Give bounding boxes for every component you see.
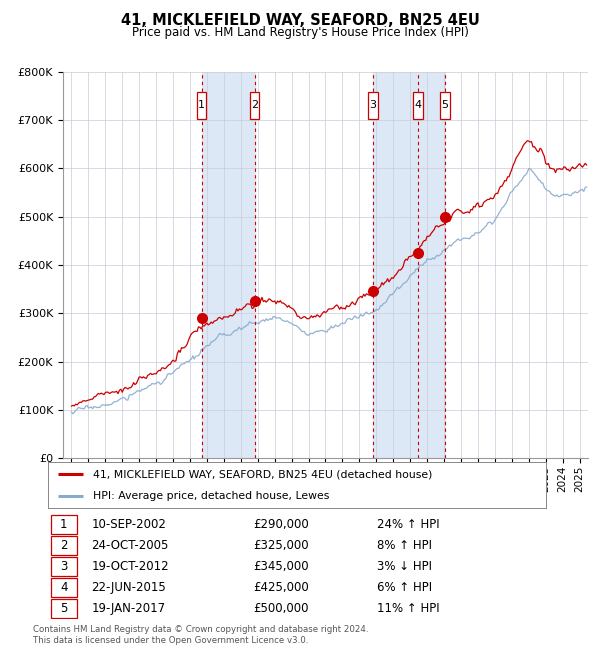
FancyBboxPatch shape (440, 92, 449, 119)
Bar (373, 72, 445, 458)
Text: £290,000: £290,000 (253, 517, 309, 530)
Text: 3% ↓ HPI: 3% ↓ HPI (377, 560, 433, 573)
Text: 2: 2 (251, 100, 258, 110)
FancyBboxPatch shape (50, 556, 77, 576)
Text: 8% ↑ HPI: 8% ↑ HPI (377, 539, 433, 552)
Text: 6% ↑ HPI: 6% ↑ HPI (377, 580, 433, 593)
Text: 11% ↑ HPI: 11% ↑ HPI (377, 602, 440, 615)
Bar (202, 72, 254, 458)
Text: £325,000: £325,000 (253, 539, 309, 552)
FancyBboxPatch shape (368, 92, 377, 119)
Text: 19-OCT-2012: 19-OCT-2012 (91, 560, 169, 573)
Text: £425,000: £425,000 (253, 580, 309, 593)
Text: £500,000: £500,000 (253, 602, 309, 615)
Text: 24% ↑ HPI: 24% ↑ HPI (377, 517, 440, 530)
Text: 4: 4 (60, 580, 67, 593)
Text: 1: 1 (198, 100, 205, 110)
FancyBboxPatch shape (250, 92, 259, 119)
FancyBboxPatch shape (50, 536, 77, 554)
Text: 24-OCT-2005: 24-OCT-2005 (91, 539, 169, 552)
Text: 41, MICKLEFIELD WAY, SEAFORD, BN25 4EU: 41, MICKLEFIELD WAY, SEAFORD, BN25 4EU (121, 13, 479, 28)
Text: HPI: Average price, detached house, Lewes: HPI: Average price, detached house, Lewe… (93, 491, 329, 500)
FancyBboxPatch shape (50, 515, 77, 534)
Text: 3: 3 (370, 100, 376, 110)
FancyBboxPatch shape (197, 92, 206, 119)
Text: 41, MICKLEFIELD WAY, SEAFORD, BN25 4EU (detached house): 41, MICKLEFIELD WAY, SEAFORD, BN25 4EU (… (93, 469, 432, 479)
Text: 1: 1 (60, 517, 67, 530)
Text: 5: 5 (442, 100, 448, 110)
FancyBboxPatch shape (413, 92, 423, 119)
Text: 3: 3 (60, 560, 67, 573)
FancyBboxPatch shape (50, 599, 77, 617)
Text: £345,000: £345,000 (253, 560, 309, 573)
Text: Contains HM Land Registry data © Crown copyright and database right 2024.
This d: Contains HM Land Registry data © Crown c… (33, 625, 368, 645)
Text: 19-JAN-2017: 19-JAN-2017 (91, 602, 166, 615)
Text: 22-JUN-2015: 22-JUN-2015 (91, 580, 166, 593)
Text: 10-SEP-2002: 10-SEP-2002 (91, 517, 166, 530)
Text: 4: 4 (415, 100, 422, 110)
FancyBboxPatch shape (50, 578, 77, 597)
Text: 2: 2 (60, 539, 67, 552)
Text: Price paid vs. HM Land Registry's House Price Index (HPI): Price paid vs. HM Land Registry's House … (131, 26, 469, 39)
Text: 5: 5 (60, 602, 67, 615)
